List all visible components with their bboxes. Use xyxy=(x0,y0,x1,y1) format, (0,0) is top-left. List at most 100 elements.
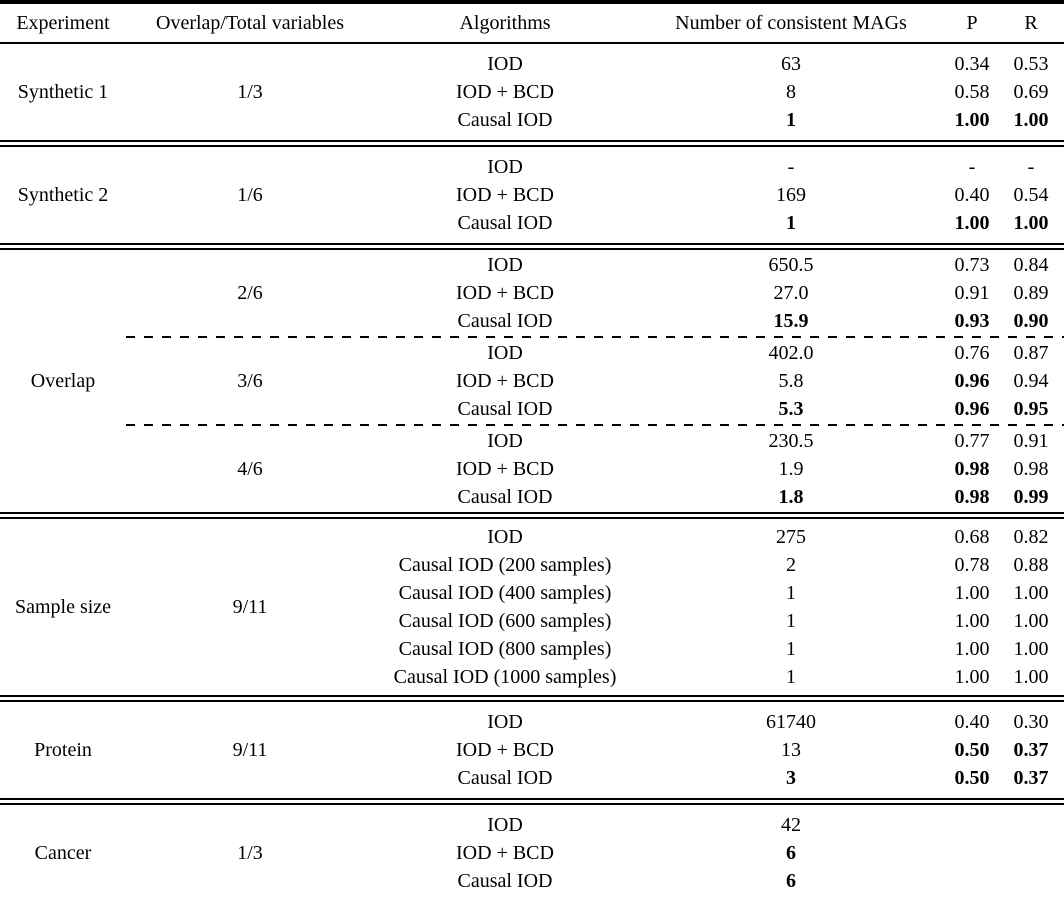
algorithm-cell: IOD + BCD xyxy=(456,81,554,103)
recall-cell: 1.00 xyxy=(1013,582,1049,604)
overlap-value: 4/6 xyxy=(237,457,263,480)
algorithm-cell: Causal IOD xyxy=(457,212,553,234)
recall-cell: 1.00 xyxy=(1013,666,1049,688)
recall-cell: 0.84 xyxy=(1013,254,1049,276)
mags-cell: 1 xyxy=(786,638,796,660)
mags-cell: 2 xyxy=(786,554,796,576)
algorithm-cell: IOD + BCD xyxy=(456,370,554,392)
mags-cell: 5.3 xyxy=(778,398,804,420)
precision-cell: 0.96 xyxy=(954,398,990,420)
mags-cell: 5.8 xyxy=(778,370,804,392)
precision-cell: 1.00 xyxy=(954,582,990,604)
precision-cell: 0.40 xyxy=(954,711,990,733)
group-separator-rule xyxy=(0,512,1064,519)
mags-cell: 3 xyxy=(786,767,796,789)
mags-cell: 1 xyxy=(786,610,796,632)
precision-cell: 0.73 xyxy=(954,254,990,276)
overlap-value: 9/11 xyxy=(232,595,268,618)
overlap-value: 1/6 xyxy=(237,183,263,206)
overlap-block: 1/3 IOD 63 0.34 0.53 IOD + BCD 8 0.58 0.69 Causal… xyxy=(126,50,1064,134)
group-separator-rule xyxy=(0,798,1064,805)
precision-cell: 0.78 xyxy=(954,554,990,576)
precision-cell: 1.00 xyxy=(954,109,990,131)
experiment-label: Sample size xyxy=(14,595,112,618)
recall-cell: 0.99 xyxy=(1013,486,1049,508)
experiment-label: Cancer xyxy=(34,841,92,864)
algorithm-cell: IOD xyxy=(487,711,523,733)
group-blocks: 1/3 IOD 63 0.34 0.53 IOD + BCD 8 0.58 0.69 Causal… xyxy=(126,50,1064,134)
col-header-recall: R xyxy=(1024,12,1038,34)
algorithm-cell: IOD xyxy=(487,430,523,452)
precision-cell: 0.50 xyxy=(954,739,990,761)
recall-cell: - xyxy=(1027,156,1035,178)
mags-cell: 1.9 xyxy=(778,458,804,480)
mags-cell: 230.5 xyxy=(768,430,814,452)
mags-cell: 8 xyxy=(786,81,796,103)
experiment-group: Cancer 1/3 IOD 42 IOD + BCD 6 Causal IOD 6 xyxy=(0,805,1064,898)
algorithm-cell: IOD + BCD xyxy=(456,184,554,206)
algorithm-cell: Causal IOD xyxy=(457,870,553,892)
recall-cell xyxy=(998,839,1064,867)
mags-cell: 61740 xyxy=(766,711,816,733)
recall-cell: 0.82 xyxy=(1013,526,1049,548)
precision-cell xyxy=(946,839,998,867)
dashed-divider xyxy=(126,336,1064,338)
overlap-value: 1/3 xyxy=(237,841,263,864)
recall-cell: 0.37 xyxy=(1013,767,1049,789)
precision-cell xyxy=(946,811,998,839)
algorithm-cell: Causal IOD (600 samples) xyxy=(398,610,612,632)
experiment-label: Overlap xyxy=(30,369,96,392)
experiment-group: Sample size 9/11 IOD 275 0.68 0.82 Causal IOD … xyxy=(0,519,1064,695)
overlap-block: 9/11 IOD 275 0.68 0.82 Causal IOD (200 sample… xyxy=(126,523,1064,691)
mags-cell: 6 xyxy=(786,870,796,892)
mags-cell: 402.0 xyxy=(768,342,814,364)
overlap-block: 4/6 IOD 230.5 0.77 0.91 IOD + BCD 1.9 0.98 0.98 C… xyxy=(126,427,1064,511)
precision-cell: 1.00 xyxy=(954,638,990,660)
mags-cell: 1 xyxy=(786,582,796,604)
algorithm-cell: Causal IOD xyxy=(457,486,553,508)
recall-cell xyxy=(998,811,1064,839)
algorithm-cell: Causal IOD xyxy=(457,109,553,131)
overlap-value: 1/3 xyxy=(237,80,263,103)
table-top-rule xyxy=(0,0,1064,4)
precision-cell: 1.00 xyxy=(954,666,990,688)
table-header-row: Experiment Overlap/Total variables Algor… xyxy=(0,4,1064,42)
mags-cell: 63 xyxy=(781,53,801,75)
recall-cell: 1.00 xyxy=(1013,638,1049,660)
recall-cell: 1.00 xyxy=(1013,109,1049,131)
precision-cell: - xyxy=(968,156,976,178)
algorithm-cell: IOD + BCD xyxy=(456,842,554,864)
precision-cell xyxy=(946,867,998,895)
experiment-label: Synthetic 2 xyxy=(17,183,109,206)
algorithm-cell: IOD + BCD xyxy=(456,282,554,304)
overlap-block: 3/6 IOD 402.0 0.76 0.87 IOD + BCD 5.8 0.96 0.94 C… xyxy=(126,339,1064,423)
precision-cell: 0.34 xyxy=(954,53,990,75)
col-header-precision: P xyxy=(966,12,978,34)
recall-cell xyxy=(998,867,1064,895)
precision-cell: 0.68 xyxy=(954,526,990,548)
group-separator-rule xyxy=(0,140,1064,147)
precision-cell: 0.76 xyxy=(954,342,990,364)
mags-cell: 1 xyxy=(786,109,796,131)
algorithm-cell: Causal IOD xyxy=(457,767,553,789)
precision-cell: 0.93 xyxy=(954,310,990,332)
recall-cell: 0.37 xyxy=(1013,739,1049,761)
col-header-overlap: Overlap/Total variables xyxy=(156,12,344,34)
algorithm-cell: IOD xyxy=(487,254,523,276)
precision-cell: 0.58 xyxy=(954,81,990,103)
algorithm-cell: IOD + BCD xyxy=(456,458,554,480)
algorithm-cell: IOD xyxy=(487,814,523,836)
mags-cell: 27.0 xyxy=(773,282,809,304)
group-blocks: 9/11 IOD 275 0.68 0.82 Causal IOD (200 sample… xyxy=(126,523,1064,691)
experiment-group: Synthetic 1 1/3 IOD 63 0.34 0.53 IOD + BCD 8 0.5… xyxy=(0,44,1064,140)
algorithm-cell: IOD xyxy=(487,342,523,364)
mags-cell: 1 xyxy=(786,666,796,688)
mags-cell: 1 xyxy=(786,212,796,234)
recall-cell: 0.94 xyxy=(1013,370,1049,392)
recall-cell: 0.53 xyxy=(1013,53,1049,75)
overlap-block: 9/11 IOD 61740 0.40 0.30 IOD + BCD 13 0.50 0.37 C… xyxy=(126,708,1064,792)
algorithm-cell: IOD xyxy=(487,526,523,548)
group-separator-rule xyxy=(0,695,1064,702)
group-blocks: 9/11 IOD 61740 0.40 0.30 IOD + BCD 13 0.50 0.37 C… xyxy=(126,708,1064,792)
